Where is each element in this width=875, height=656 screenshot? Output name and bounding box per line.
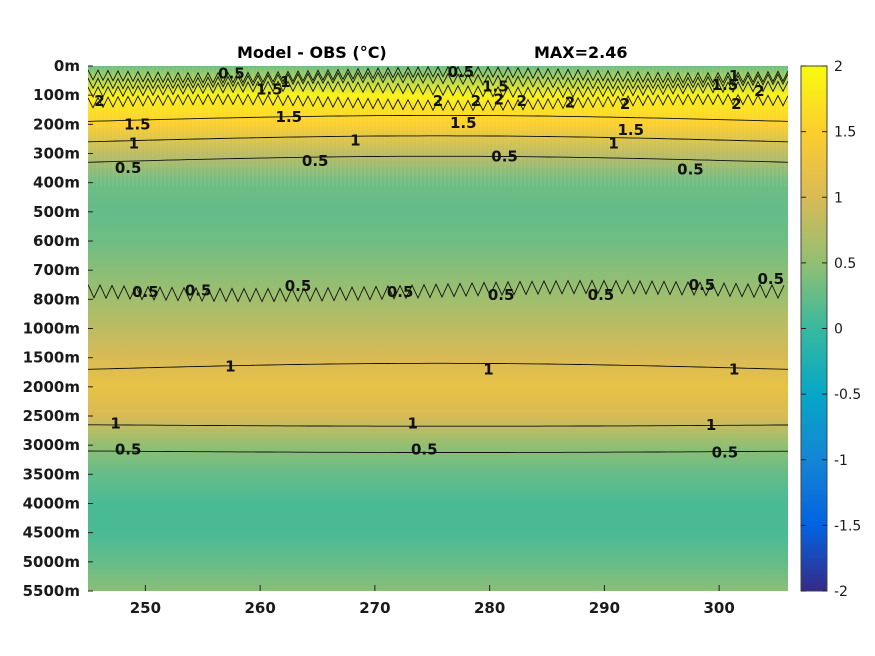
colorbar-tick-label: 1.5 [834,125,856,141]
contour-label: 0.5 [218,64,245,82]
contour-label: 2 [494,91,504,109]
contour-label: 1 [408,414,418,432]
chart-title-right: MAX=2.46 [534,43,628,62]
y-tick-label: 3000m [23,436,80,454]
contour-label: 1 [706,416,716,434]
contour-label: 2 [94,92,104,110]
contour-label: 2 [620,95,630,113]
contour-label: 1.5 [256,80,283,98]
contour-label: 0.5 [757,270,784,288]
contour-label: 1 [225,357,235,375]
contour-label: 2 [731,95,741,113]
y-tick-label: 500m [33,203,80,221]
y-tick-label: 0m [54,57,80,75]
contour-label: 1 [350,131,360,149]
contour-label: 0.5 [448,63,475,81]
contour-label: 0.5 [285,277,312,295]
contour-label: 2 [433,92,443,110]
contour-line [88,66,788,84]
contour-line [88,279,785,303]
contour-line [88,155,788,163]
contour-label: 1.5 [617,121,644,139]
contour-label: 0.5 [491,147,518,165]
contour-label: 2 [565,93,575,111]
contour-label: 1 [280,73,290,91]
contour-label: 1 [729,360,739,378]
y-tick-label: 400m [33,174,80,192]
x-axis: 250 260 270 280 290 300 [130,585,735,617]
contour-label: 2 [517,92,527,110]
contour-lines [88,66,788,453]
chart-title-left: Model - OBS (°C) [237,43,387,62]
x-tick-label: 300 [703,599,734,617]
colorbar-tick-label: -2 [834,584,848,600]
colorbar-tick-label: -0.5 [834,387,861,403]
contour-label: 0.5 [387,283,414,301]
contour-label: 1 [483,360,493,378]
contour-label: 0.5 [588,286,615,304]
y-tick-label: 300m [33,145,80,163]
contour-label: 1.5 [712,76,739,94]
colorbar-ticks: 2 1.5 1 0.5 0 -0.5 -1 -1.5 -2 [801,59,861,600]
contour-label: 0.5 [302,152,329,170]
contour-label: 0.5 [411,441,438,459]
contour-line [88,114,788,122]
y-tick-label: 2000m [23,378,80,396]
colorbar-tick-label: 1 [834,190,843,206]
contour-label: 1.5 [124,115,151,133]
contour-label: 0.5 [115,159,142,177]
y-tick-label: 2500m [23,407,80,425]
x-tick-label: 260 [244,599,275,617]
x-tick-label: 290 [589,599,620,617]
y-tick-label: 5500m [23,582,80,600]
colorbar-tick-label: 2 [834,59,843,75]
contour-line [88,362,788,370]
y-tick-label: 800m [33,290,80,308]
y-tick-label: 200m [33,115,80,133]
contour-label: 0.5 [488,286,515,304]
y-tick-label: 4000m [23,495,80,513]
contour-label: 2 [471,92,481,110]
contour-line [88,80,788,99]
x-tick-label: 270 [359,599,390,617]
x-tick-label: 280 [474,599,505,617]
contour-labels: 0.5 11.50.51.511.5 22 2 2 2 2 2 221.5 1.5 1.5 1.51 1… [94,63,784,462]
colorbar-tick-label: 0.5 [834,256,856,272]
contour-label: 2 [754,82,764,100]
y-tick-label: 4500m [23,524,80,542]
contour-line [88,424,788,427]
y-tick-label: 700m [33,261,80,279]
plot-area: 0.5 11.50.51.511.5 22 2 2 2 2 2 221.5 1.5 1.5 1.51 1… [88,63,788,591]
contour-label: 1 [129,134,139,152]
contour-line [88,450,788,453]
contour-label: 0.5 [132,283,159,301]
y-tick-label: 5000m [23,553,80,571]
y-axis: 0m 100m 200m 300m 400m 500m 600m 700m 800m 1000m 1… [23,57,93,600]
colorbar-tick-label: -1.5 [834,518,861,534]
contour-label: 1.5 [482,77,509,95]
x-tick-label: 250 [130,599,161,617]
y-tick-label: 1500m [23,349,80,367]
y-tick-label: 1000m [23,320,80,338]
contour-label: 0.5 [185,282,212,300]
contour-label: 0.5 [712,443,739,461]
contour-label: 1 [110,414,120,432]
contour-label: 0.5 [677,161,704,179]
contour-line [88,135,788,143]
y-tick-label: 100m [33,86,80,104]
contour-label: 0.5 [689,276,716,294]
y-tick-label: 600m [33,232,80,250]
contour-label: 1 [608,134,618,152]
contour-label: 1 [729,67,739,85]
contour-label: 1.5 [450,114,477,132]
contour-label: 0.5 [115,441,142,459]
y-tick-label: 3500m [23,465,80,483]
contour-line [88,93,788,112]
colorbar: 2 1.5 1 0.5 0 -0.5 -1 -1.5 -2 [800,59,861,600]
contour-label: 1.5 [276,108,303,126]
contour-line [88,71,788,90]
colorbar-tick-label: 0 [834,322,843,338]
colorbar-tick-label: -1 [834,453,848,469]
